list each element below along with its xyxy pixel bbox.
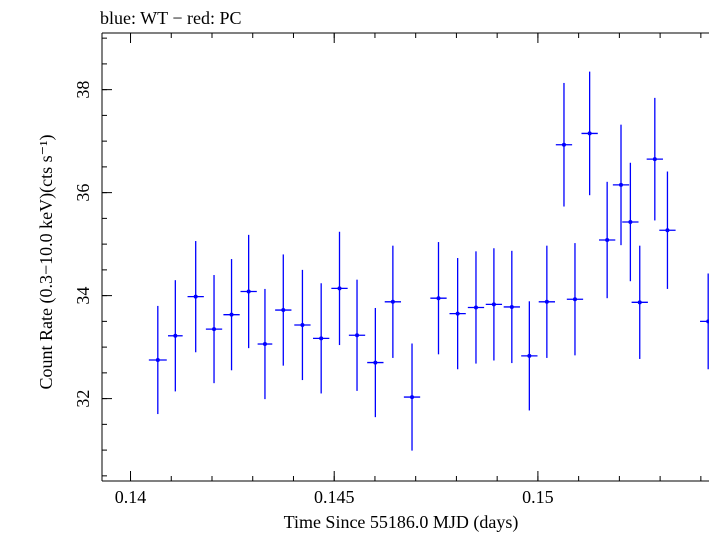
point-marker	[337, 286, 342, 291]
axes-layer: 0.14 0.145 0.15 32 34 36 38	[73, 32, 709, 507]
data-point	[205, 275, 223, 384]
data-point	[257, 288, 273, 400]
point-marker	[561, 142, 566, 147]
data-point	[294, 269, 311, 381]
data-point	[167, 280, 183, 392]
data-point	[367, 307, 384, 418]
point-marker	[212, 327, 217, 332]
data-point	[566, 243, 584, 356]
point-marker	[587, 131, 592, 136]
point-marker	[300, 322, 305, 327]
data-point	[275, 254, 292, 366]
point-marker	[637, 300, 642, 305]
x-tick-label: 0.15	[522, 487, 554, 507]
data-point	[403, 343, 421, 451]
y-tick-label: 38	[73, 81, 93, 99]
point-marker	[628, 219, 633, 224]
point-marker	[572, 297, 577, 302]
point-marker	[355, 333, 360, 338]
point-marker	[229, 312, 234, 317]
data-point	[313, 283, 330, 394]
x-tick-label: 0.145	[314, 487, 355, 507]
y-tick-label: 32	[73, 390, 93, 408]
point-marker	[491, 302, 496, 307]
x-tick-label: 0.14	[115, 487, 147, 507]
data-point	[622, 162, 639, 282]
data-point	[659, 171, 676, 289]
y-axis-label: Count Rate (0.3−10.0 keV)(cts s⁻¹)	[36, 134, 57, 389]
data-point	[700, 273, 709, 370]
point-marker	[319, 336, 324, 341]
point-marker	[436, 296, 441, 301]
data-point	[449, 258, 466, 370]
point-marker	[605, 238, 610, 243]
point-marker	[281, 308, 286, 313]
point-marker	[706, 319, 709, 324]
point-marker	[665, 228, 670, 233]
point-marker	[544, 299, 549, 304]
point-marker	[262, 342, 267, 347]
point-marker	[155, 357, 160, 362]
point-marker	[527, 353, 532, 358]
data-point	[467, 251, 485, 364]
point-marker	[246, 289, 251, 294]
data-point	[555, 82, 573, 207]
chart-title: blue: WT − red: PC	[100, 8, 241, 28]
data-point	[485, 248, 503, 361]
series-0	[148, 71, 709, 451]
point-marker	[455, 311, 460, 316]
y-tick-label: 34	[73, 287, 93, 305]
point-marker	[652, 157, 657, 162]
data-point	[631, 245, 648, 359]
data-point	[384, 245, 402, 358]
data-point	[148, 305, 167, 415]
data-point	[240, 234, 257, 349]
data-point	[581, 71, 598, 196]
data-point	[430, 242, 447, 355]
x-axis-label: Time Since 55186.0 MJD (days)	[284, 512, 519, 532]
point-marker	[473, 305, 478, 310]
data-points-layer	[148, 71, 709, 451]
data-point	[521, 301, 538, 411]
data-point	[503, 250, 520, 364]
data-point	[331, 231, 348, 346]
data-point	[223, 259, 240, 371]
point-marker	[193, 294, 198, 299]
data-point	[599, 181, 616, 299]
data-point	[538, 245, 556, 358]
point-marker	[410, 395, 415, 400]
data-point	[612, 124, 630, 246]
point-marker	[373, 360, 378, 365]
point-marker	[509, 304, 514, 309]
data-point	[646, 97, 663, 221]
point-marker	[390, 299, 395, 304]
data-point	[348, 279, 366, 391]
point-marker	[619, 182, 624, 187]
point-marker	[173, 333, 178, 338]
y-tick-label: 36	[73, 184, 93, 202]
data-point	[187, 241, 204, 353]
